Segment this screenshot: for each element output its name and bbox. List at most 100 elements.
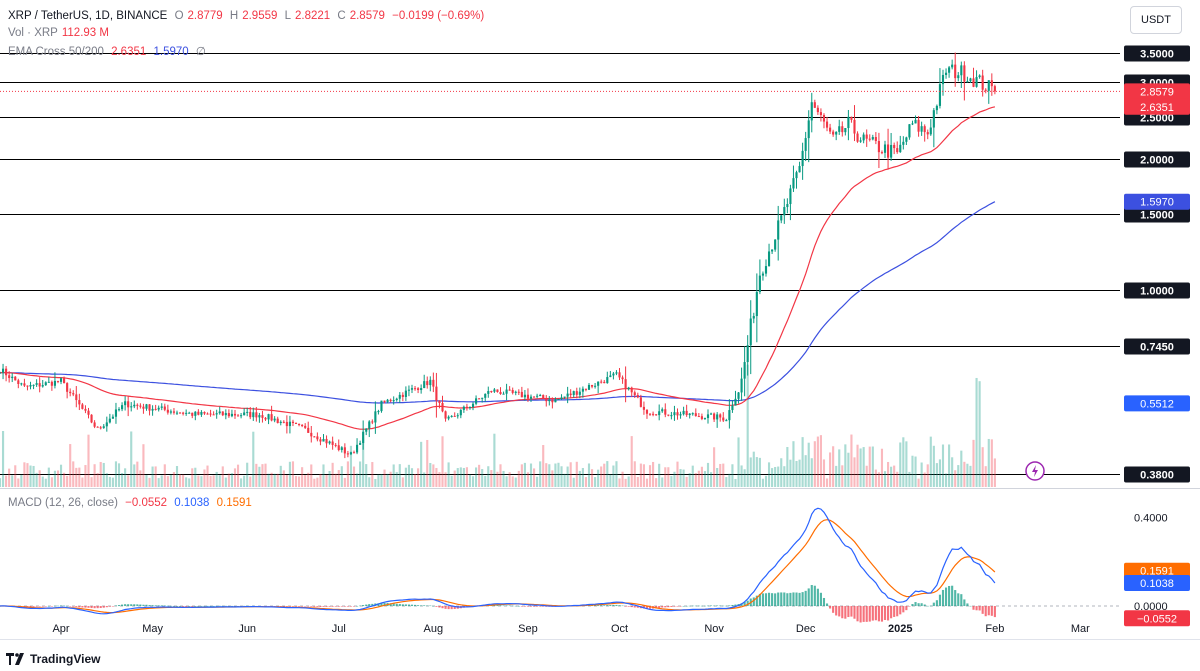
level-label: 0.7450 [1124, 338, 1190, 355]
volume-bar [346, 461, 349, 487]
volume-bar [594, 477, 597, 487]
candle [581, 386, 584, 398]
macd-histogram-bar [841, 606, 844, 619]
candle [392, 396, 395, 405]
candle-body [856, 133, 859, 142]
candle [719, 413, 722, 422]
volume-bar [944, 473, 948, 487]
candle [11, 373, 14, 383]
macd-histogram-bar [667, 606, 670, 608]
candle [47, 376, 50, 383]
candle [5, 366, 8, 382]
volume-bar [914, 456, 917, 487]
volume-bar [804, 455, 807, 487]
candle [771, 249, 774, 255]
volume-bar [703, 471, 707, 487]
candle-body [459, 409, 462, 416]
candle [426, 376, 429, 389]
macd-histogram-bar [221, 605, 224, 607]
macd-histogram-bar [713, 605, 716, 607]
ema200-line [0, 201, 996, 404]
candle-body [966, 81, 969, 83]
macd-histogram-bar [453, 606, 456, 609]
volume-bar [948, 444, 951, 487]
candle [377, 409, 380, 415]
candle [133, 400, 136, 409]
volume-bar [56, 470, 60, 487]
candle-body [859, 140, 862, 142]
candle [621, 375, 624, 384]
candle [56, 380, 60, 384]
macd-scale-label: 0.4000 [1134, 512, 1168, 524]
candle-body [694, 413, 697, 417]
candle [603, 379, 606, 384]
volume-bar [838, 449, 841, 487]
candle [407, 385, 411, 397]
volume-bar [255, 463, 258, 487]
candle [774, 239, 777, 252]
candle [716, 412, 719, 428]
volume-bar [465, 467, 468, 487]
macd-histogram-bar [911, 604, 914, 607]
macd-histogram-bar [410, 604, 414, 607]
macd-histogram-bar [700, 605, 703, 607]
candle-body [825, 121, 829, 128]
candle [236, 414, 240, 417]
candle [279, 420, 282, 426]
macd-histogram-bar [694, 605, 697, 607]
candle [807, 110, 810, 163]
volume-bar [505, 476, 508, 487]
candle-body [230, 413, 234, 417]
candle-body [340, 447, 343, 451]
candle-body [865, 134, 868, 139]
candle [874, 132, 877, 145]
candle-body [450, 415, 453, 417]
level-label-bg [1124, 282, 1190, 299]
volume-bar [475, 467, 478, 487]
volume-bar [633, 461, 636, 487]
candle [789, 184, 792, 221]
volume-bar [719, 463, 722, 487]
volume-bar [706, 462, 710, 487]
macd-histogram-bar [615, 604, 618, 607]
candle-body [835, 131, 838, 135]
volume-bar [319, 473, 322, 487]
candle-body [941, 74, 945, 85]
candle [508, 386, 511, 391]
volume-bar [868, 446, 871, 487]
candle [786, 198, 789, 214]
candle [597, 381, 600, 394]
volume-bar [514, 477, 517, 487]
macd-histogram-bar [93, 606, 96, 609]
macd-histogram-bar [172, 605, 176, 607]
volume-bar [899, 442, 902, 487]
legend-macd: MACD (12, 26, close) −0.0552 0.1038 0.15… [8, 497, 256, 509]
candle [850, 116, 853, 123]
volume-bar [194, 467, 197, 487]
candle-body [957, 75, 960, 79]
candle [169, 409, 172, 415]
volume-bar [175, 466, 179, 487]
volume-bar [877, 472, 880, 487]
volume-bar [612, 465, 615, 487]
volume-bar [423, 472, 426, 487]
volume-bar [636, 476, 639, 487]
candle-body [236, 415, 240, 417]
candle [490, 390, 493, 393]
brand-logo[interactable]: TradingView [6, 652, 100, 666]
macd-histogram-bar [523, 606, 526, 607]
macd-line [0, 507, 996, 615]
macd-histogram-bar [597, 605, 600, 607]
macd-histogram-bar [227, 605, 230, 607]
candle-body [832, 131, 835, 135]
candle-body [331, 441, 334, 445]
macd-histogram-bar [322, 606, 325, 607]
candle-body [893, 144, 896, 149]
volume-bar [966, 463, 969, 487]
macd-histogram-bar [865, 606, 868, 622]
candle-body [285, 421, 288, 427]
volume-bar [545, 463, 548, 487]
currency-button[interactable]: USDT [1130, 6, 1182, 34]
